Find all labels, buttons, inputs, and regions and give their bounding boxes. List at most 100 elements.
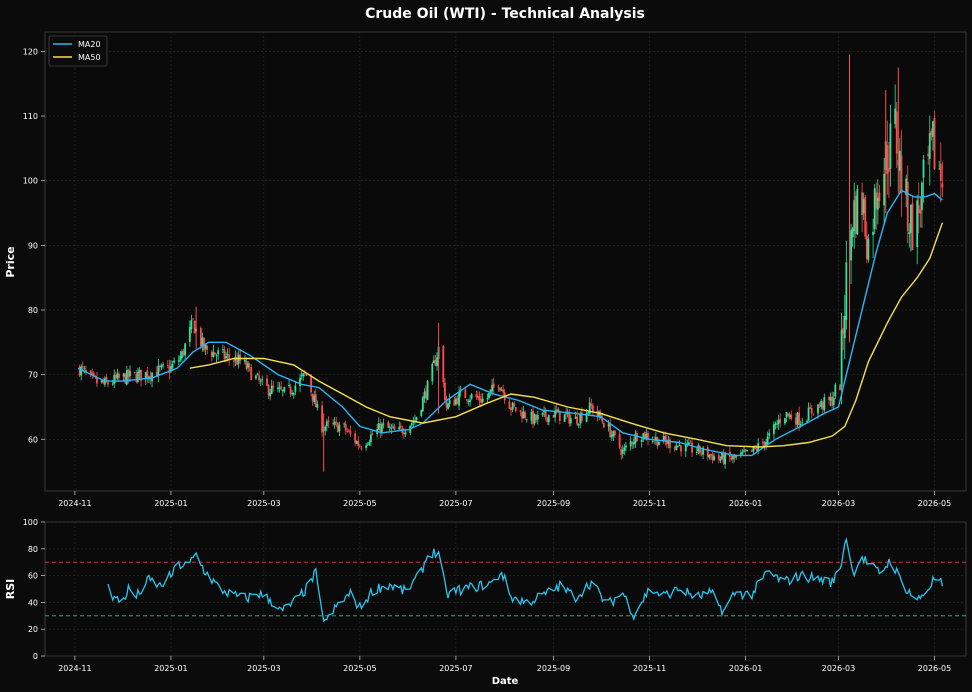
candle-body (861, 192, 863, 216)
candle-body (872, 231, 875, 236)
candle-body (443, 382, 446, 401)
candle-body (278, 387, 281, 389)
candle-body (908, 231, 911, 235)
price-y-axis-label: Price (4, 246, 17, 277)
moving-average-lines (77, 189, 944, 457)
candle-body (478, 396, 481, 401)
candle-body (280, 386, 283, 390)
candle-body (820, 401, 823, 407)
candle-body (828, 396, 830, 400)
x-tick-label: 2026-03 (822, 664, 855, 673)
candle-body (371, 433, 374, 435)
candle-body (206, 346, 209, 350)
candle-body (387, 422, 390, 428)
candle-body (856, 188, 859, 235)
candle-body (294, 385, 297, 392)
candle-body (480, 399, 482, 403)
candle-body (755, 448, 758, 451)
candle-body (321, 405, 323, 433)
candle-body (360, 448, 363, 450)
candle-body (467, 401, 470, 402)
candle-body (784, 418, 786, 424)
candle-body (695, 452, 698, 453)
candle-body (809, 407, 812, 409)
candle-body (247, 363, 249, 368)
candle-body (170, 366, 172, 372)
series-line-ma20 (77, 189, 943, 457)
candle-body (261, 379, 264, 381)
candle-body (533, 414, 536, 424)
candle-body (577, 423, 580, 426)
candle-body (917, 205, 920, 213)
candle-body (939, 163, 942, 181)
y-tick-label: 90 (28, 241, 38, 250)
candle-body (818, 405, 821, 407)
candle-body (303, 373, 306, 375)
candle-body (552, 415, 555, 418)
candle-body (354, 433, 357, 443)
candle-body (358, 446, 361, 448)
candle-body (382, 423, 385, 425)
candle-body (346, 430, 349, 432)
candle-body (684, 443, 687, 452)
x-tick-label: 2026-05 (918, 499, 951, 508)
series-line-ma50 (189, 222, 944, 448)
candle-body (140, 369, 142, 381)
candle-body (344, 423, 347, 431)
candle-body (569, 418, 572, 424)
candle-body (845, 262, 848, 320)
x-tick-label: 2025-09 (537, 499, 570, 508)
candle-body (347, 430, 350, 432)
candle-body (177, 359, 180, 362)
candle-body (434, 360, 437, 366)
candle-body (125, 370, 128, 385)
candle-body (554, 410, 556, 418)
candle-body (587, 412, 590, 414)
candle-body (80, 366, 83, 376)
chart-title: Crude Oil (WTI) - Technical Analysis (365, 6, 645, 22)
candle-body (81, 366, 84, 368)
candle-body (91, 372, 94, 376)
candle-body (313, 395, 316, 403)
candle-body (239, 354, 242, 361)
candle-body (129, 371, 131, 377)
candle-body (269, 392, 272, 397)
candle-body (155, 372, 158, 377)
rsi-x-ticks: 2024-11 2025-01 2025-03 2025-05 2025-07 2025-… (58, 656, 951, 673)
rsi-panel (44, 521, 967, 657)
candle-body (510, 408, 512, 410)
candle-body (911, 203, 914, 250)
rsi-y-axis-label: RSI (4, 579, 17, 600)
candle-body (116, 373, 119, 379)
candle-body (691, 442, 693, 453)
candle-body (114, 374, 117, 379)
candle-body (763, 441, 766, 447)
candle-body (420, 410, 423, 416)
candle-body (930, 131, 933, 135)
candle-body (599, 412, 602, 419)
candle-body (162, 364, 164, 366)
candle-body (305, 374, 308, 376)
candle-body (634, 433, 637, 444)
candle-body (851, 228, 854, 237)
x-tick-label: 2024-11 (58, 499, 91, 508)
candle-body (713, 456, 716, 461)
x-tick-label: 2025-03 (247, 664, 280, 673)
candle-body (489, 389, 492, 393)
candle-body (702, 447, 704, 455)
candle-body (426, 381, 429, 400)
candle-body (399, 425, 402, 428)
candle-body (557, 409, 560, 413)
candle-body (665, 440, 668, 445)
candle-body (887, 168, 890, 172)
candle-body (543, 410, 545, 413)
candle-body (414, 420, 416, 422)
candle-body (744, 449, 747, 452)
candle-body (456, 398, 459, 404)
candle-body (491, 384, 494, 392)
candle-body (105, 377, 108, 382)
candle-body (919, 209, 922, 214)
candle-body (281, 390, 284, 391)
candle-body (423, 392, 426, 399)
